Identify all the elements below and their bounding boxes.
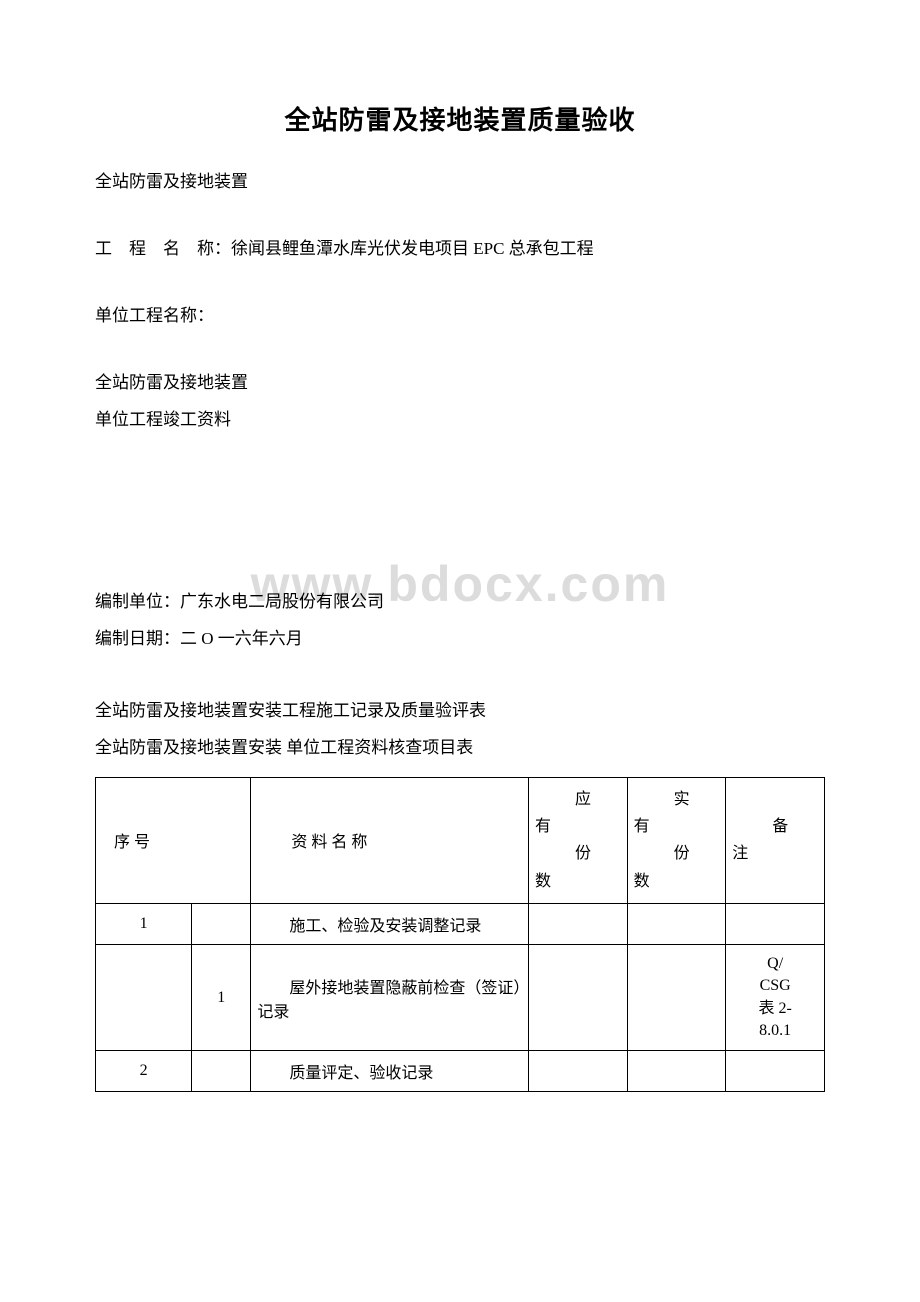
cell-remark <box>726 1051 825 1092</box>
header-name: 资 料 名 称 <box>251 778 529 904</box>
cell-remark <box>726 903 825 944</box>
cell-seq-a: 2 <box>96 1051 192 1092</box>
table-row: 1 屋外接地装置隐蔽前检查（签证）记录 Q/ CSG 表 2- 8.0.1 <box>96 944 825 1051</box>
cell-actual <box>627 903 726 944</box>
table-row: 2 质量评定、验收记录 <box>96 1051 825 1092</box>
compiler-label: 编制单位： <box>95 592 180 611</box>
date-label: 编制日期： <box>95 629 180 648</box>
date-value: 二 O 一六年六月 <box>180 629 303 648</box>
table-intro2: 全站防雷及接地装置安装 单位工程资料核查项目表 <box>95 731 825 765</box>
cell-name: 质量评定、验收记录 <box>251 1051 529 1092</box>
header-should: 应 有 份 数 <box>528 778 627 904</box>
cell-actual <box>627 944 726 1051</box>
cell-name: 施工、检验及安装调整记录 <box>251 903 529 944</box>
compiler-name: 广东水电二局股份有限公司 <box>180 592 384 611</box>
cell-actual <box>627 1051 726 1092</box>
table-header-row: 序 号 资 料 名 称 应 有 份 数 实 有 份 数 备 注 <box>96 778 825 904</box>
cell-seq-b: 1 <box>192 944 251 1051</box>
table-row: 1 施工、检验及安装调整记录 <box>96 903 825 944</box>
unit-label: 单位工程名称： <box>95 299 825 333</box>
cell-should <box>528 1051 627 1092</box>
cell-remark: Q/ CSG 表 2- 8.0.1 <box>726 944 825 1051</box>
table-intro1: 全站防雷及接地装置安装工程施工记录及质量验评表 <box>95 694 825 728</box>
page-title: 全站防雷及接地装置质量验收 <box>95 100 825 137</box>
cell-should <box>528 944 627 1051</box>
section-line2: 单位工程竣工资料 <box>95 403 825 437</box>
subtitle: 全站防雷及接地装置 <box>95 165 825 199</box>
header-actual: 实 有 份 数 <box>627 778 726 904</box>
header-remark: 备 注 <box>726 778 825 904</box>
section-line1: 全站防雷及接地装置 <box>95 366 825 400</box>
cell-should <box>528 903 627 944</box>
cell-seq-b <box>192 903 251 944</box>
cell-seq-a: 1 <box>96 903 192 944</box>
date-line: 编制日期：二 O 一六年六月 <box>95 622 825 656</box>
cell-name: 屋外接地装置隐蔽前检查（签证）记录 <box>251 944 529 1051</box>
compiler-line: 编制单位：广东水电二局股份有限公司 <box>95 585 825 619</box>
document-content: 全站防雷及接地装置质量验收 全站防雷及接地装置 工 程 名 称：徐闻县鲤鱼潭水库… <box>95 100 825 1092</box>
cell-seq-b <box>192 1051 251 1092</box>
cell-seq-a <box>96 944 192 1051</box>
checklist-table: 序 号 资 料 名 称 应 有 份 数 实 有 份 数 备 注 1 施工、检验及… <box>95 777 825 1092</box>
project-line: 工 程 名 称：徐闻县鲤鱼潭水库光伏发电项目 EPC 总承包工程 <box>95 232 825 266</box>
project-label: 工 程 名 称： <box>95 239 231 258</box>
header-seq: 序 号 <box>96 778 251 904</box>
project-name: 徐闻县鲤鱼潭水库光伏发电项目 EPC 总承包工程 <box>231 239 594 258</box>
